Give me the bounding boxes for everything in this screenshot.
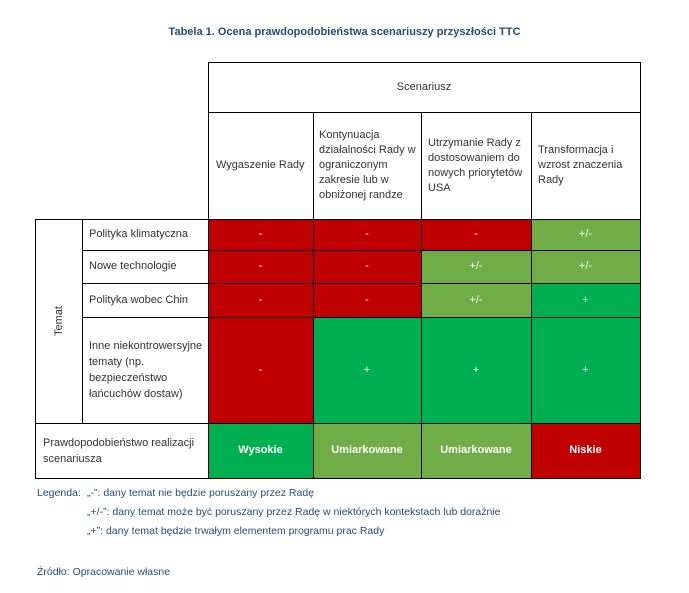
cell-value: - [365,293,369,306]
cell-value: - [365,228,369,240]
cell-value: +/- [578,260,593,272]
probability-c2: Umiarkowane [313,423,421,478]
probability-value: Wysokie [238,444,283,456]
cell-r4-c4: + [531,317,640,423]
row-label-1: Polityka klimatyczna [89,228,189,240]
scenario-header-4: Transformacja i wzrost znaczenia Rady [538,144,623,186]
row-group-temat: Temat [35,219,82,423]
cell-r3-c4: + [531,283,640,317]
legend-item-2: „+/-”: dany temat może być poruszany prz… [87,506,501,518]
probability-c4: Niskie [531,423,640,478]
cell-r3-c1: - [208,283,313,317]
cell-value: - [258,293,263,306]
cell-value: + [582,293,589,306]
legend-item-1: „-”: dany temat nie będzie poruszany prz… [87,487,315,499]
cell-value: - [258,363,263,376]
cell-value: +/- [469,260,483,272]
row-group-label: Temat [52,306,65,336]
row-label-4: Inne niekontrowersyjne tematy (np. bezpi… [89,340,203,400]
cell-value: - [258,228,263,240]
cell-r4-c1: - [208,317,313,423]
cell-r1-c3: - [421,219,531,250]
cell-r2-c4: +/- [531,250,640,283]
cell-r3-c3: +/- [421,283,531,317]
source-note: Źródło: Opracowanie własne [37,566,171,578]
legend-item-3: „+”: dany temat będzie trwałym elementem… [87,525,385,537]
probability-c1: Wysokie [208,423,313,478]
cell-value: + [582,363,589,376]
cell-r2-c3: +/- [421,250,531,283]
cell-r3-c2: - [313,283,421,317]
scenario-header-2: Kontynuacja działalności Rady w ogranicz… [319,129,416,201]
cell-r4-c3: + [421,317,531,423]
scenario-header-3: Utrzymanie Rady z dostosowaniem do nowyc… [428,136,523,194]
row-label-3: Polityka wobec Chin [89,293,189,306]
header-scenariusz: Scenariusz [396,80,452,93]
probability-value: Umiarkowane [331,444,403,456]
cell-value: +/- [578,228,593,240]
table-title: Tabela 1. Ocena prawdopodobieństwa scena… [168,26,521,38]
cell-value: + [363,363,371,376]
cell-r1-c1: - [208,219,313,250]
cell-value: - [474,228,478,240]
row-label-2: Nowe technologie [89,260,177,272]
legend-prefix: Legenda: [37,487,81,499]
cell-r4-c2: + [313,317,421,423]
cell-r2-c1: - [208,250,313,283]
cell-r1-c4: +/- [531,219,640,250]
scenario-header-1: Wygaszenie Rady [216,159,305,171]
probability-value: Umiarkowane [440,444,512,456]
cell-r2-c2: - [313,250,421,283]
cell-value: +/- [469,293,483,306]
cell-value: + [472,363,480,376]
cell-r1-c2: - [313,219,421,250]
probability-value: Niskie [569,444,602,456]
probability-label: Prawdopodobieństwo realizacji scenariusz… [43,436,195,465]
probability-c3: Umiarkowane [421,423,531,478]
cell-value: - [258,260,263,272]
cell-value: - [365,260,369,272]
